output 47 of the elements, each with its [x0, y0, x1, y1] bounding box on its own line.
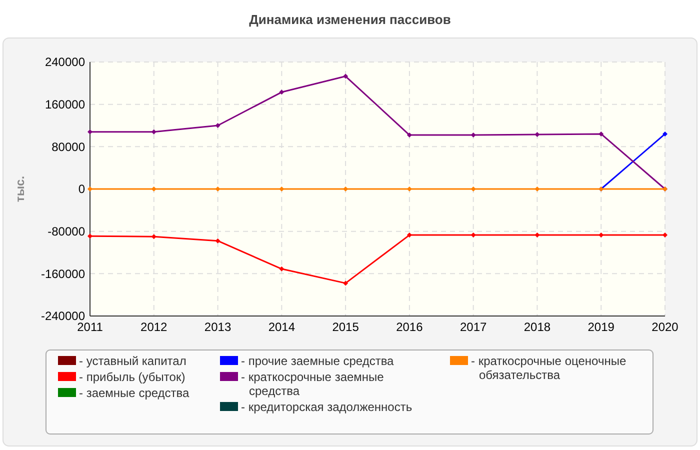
- legend-label: - заемные средства: [79, 386, 190, 400]
- x-tick-label: 2012: [140, 320, 168, 334]
- chart-title: Динамика изменения пассивов: [249, 12, 451, 27]
- point: [406, 232, 412, 238]
- legend-label: - прочие заемные средства: [241, 354, 394, 368]
- point: [88, 129, 92, 134]
- point: [662, 232, 668, 238]
- x-tick-label: 2016: [396, 320, 424, 334]
- point: [151, 129, 156, 134]
- x-tick-label: 2017: [460, 320, 488, 334]
- point: [215, 123, 220, 128]
- x-tick-label: 2014: [268, 320, 296, 334]
- legend-label: - краткосрочные заемные средства: [241, 370, 384, 398]
- point: [534, 186, 540, 192]
- legend-label: - краткосрочные оценочные обязательства: [471, 354, 626, 382]
- y-tick-label: 80000: [52, 140, 86, 154]
- y-tick-label: 160000: [44, 98, 86, 112]
- point: [598, 131, 604, 136]
- y-axis-title: тыс.: [13, 176, 27, 202]
- point: [88, 234, 92, 239]
- point: [470, 132, 476, 138]
- x-tick-label: 2013: [204, 320, 232, 334]
- point: [343, 74, 348, 79]
- point: [151, 234, 156, 240]
- y-tick-label: -160000: [40, 266, 86, 281]
- x-tick-label: 2018: [524, 320, 551, 334]
- point: [534, 132, 540, 137]
- x-tick-label: 2020: [652, 320, 679, 334]
- point: [470, 186, 476, 192]
- y-tick-label: 0: [78, 182, 86, 196]
- point: [279, 186, 284, 192]
- legend-label: - прибыль (убыток): [79, 370, 186, 384]
- y-tick-label: 240000: [44, 55, 86, 70]
- legend-label: - уставный капитал: [79, 354, 186, 368]
- point: [279, 266, 284, 272]
- point: [215, 186, 220, 192]
- point: [406, 132, 412, 138]
- point: [470, 232, 476, 238]
- legend-label: - кредиторская задолженность: [241, 400, 412, 414]
- x-tick-label: 2015: [332, 320, 360, 334]
- point: [534, 232, 540, 238]
- point: [662, 131, 668, 136]
- point: [343, 280, 348, 286]
- y-tick-label: -80000: [48, 224, 86, 239]
- x-tick-label: 2019: [588, 320, 615, 334]
- point: [88, 186, 92, 192]
- point: [279, 90, 284, 95]
